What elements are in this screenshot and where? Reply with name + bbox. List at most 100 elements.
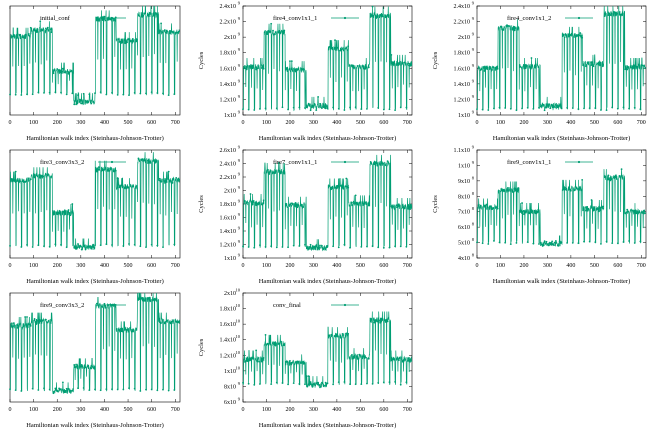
- data-point: [345, 177, 348, 180]
- x-tick-label: 700: [403, 263, 412, 269]
- data-point: [247, 382, 250, 385]
- data-point: [613, 10, 615, 13]
- data-point: [88, 245, 91, 248]
- data-point: [29, 178, 32, 181]
- data-point: [489, 66, 492, 69]
- data-point: [600, 242, 602, 245]
- data-point: [498, 106, 501, 109]
- data-point: [388, 108, 391, 111]
- data-point: [14, 170, 17, 173]
- data-point: [366, 245, 368, 248]
- data-point: [616, 242, 619, 245]
- data-point: [381, 317, 383, 320]
- data-point: [324, 247, 327, 250]
- data-point: [105, 243, 108, 246]
- data-point: [274, 172, 276, 175]
- data-point: [109, 168, 112, 170]
- data-point: [352, 66, 355, 69]
- data-point: [264, 107, 267, 110]
- data-point: [152, 159, 155, 162]
- data-point: [558, 240, 561, 243]
- data-point: [27, 177, 30, 180]
- data-point: [524, 211, 527, 213]
- x-tick-label: 500: [356, 120, 365, 126]
- data-point: [97, 166, 100, 169]
- x-tick-label: 500: [590, 263, 599, 269]
- data-point: [633, 242, 636, 244]
- x-tick-label: 600: [379, 120, 388, 126]
- data-point: [120, 330, 123, 333]
- data-point: [369, 160, 372, 163]
- data-point: [52, 72, 55, 75]
- x-axis-title: Hamiltonian walk index (Steinhaus-Johnso…: [259, 135, 397, 142]
- data-point: [48, 388, 51, 391]
- data-point: [266, 33, 269, 36]
- data-point: [554, 240, 557, 242]
- data-point: [317, 246, 320, 249]
- y-tick-exponent: 9: [238, 78, 241, 83]
- data-point: [579, 187, 582, 190]
- y-tick-exponent: 9: [238, 226, 241, 231]
- y-tick-label: 2.6x10: [220, 148, 237, 154]
- data-point: [481, 108, 484, 111]
- data-point: [20, 94, 23, 96]
- data-point: [566, 106, 569, 109]
- data-point: [60, 91, 62, 94]
- data-point: [118, 329, 121, 331]
- data-point: [500, 25, 503, 28]
- data-point: [628, 240, 630, 242]
- legend-marker: [110, 16, 114, 20]
- data-point: [611, 242, 614, 245]
- y-tick-exponent: 9: [238, 47, 241, 52]
- data-point: [37, 244, 40, 247]
- data-point: [496, 67, 499, 70]
- data-point: [272, 29, 274, 32]
- data-point: [148, 11, 151, 14]
- data-point: [390, 205, 393, 208]
- data-point: [307, 375, 310, 378]
- chart-panel-fire3_conv3x3_2: 0 100 200 300 400 500 600 700 Hamiltonian walk i…: [9, 149, 181, 285]
- data-point: [354, 106, 357, 109]
- data-point: [139, 390, 142, 392]
- data-point: [61, 67, 64, 70]
- y-tick-label: 7x10: [458, 210, 470, 216]
- data-point: [600, 109, 602, 111]
- data-point: [274, 33, 276, 36]
- data-point: [126, 186, 129, 189]
- data-point: [298, 245, 301, 247]
- data-point: [285, 67, 288, 69]
- data-point: [624, 68, 627, 71]
- y-tick-label: 2.2x10: [454, 20, 471, 26]
- data-point: [283, 29, 286, 32]
- data-point: [371, 245, 374, 247]
- data-point: [268, 342, 271, 345]
- data-point: [407, 62, 410, 65]
- data-point: [328, 46, 331, 48]
- x-tick-label: 300: [543, 120, 552, 126]
- data-point: [20, 390, 23, 392]
- y-tick-exponent: 9: [238, 158, 241, 163]
- data-point: [635, 212, 638, 215]
- data-point: [598, 63, 600, 66]
- data-point: [536, 63, 538, 66]
- y-tick-label: 1.2x10: [220, 97, 237, 103]
- data-point: [52, 213, 55, 216]
- data-point: [392, 61, 395, 64]
- data-point: [364, 356, 366, 358]
- data-point: [39, 319, 42, 322]
- data-point: [143, 299, 146, 302]
- x-tick-label: 100: [496, 120, 505, 126]
- x-axis-title: Hamiltonian walk index (Steinhaus-Johnso…: [493, 135, 631, 142]
- data-point: [75, 246, 78, 249]
- data-point: [304, 243, 306, 246]
- data-point: [95, 19, 98, 22]
- data-point: [290, 361, 293, 364]
- data-point: [80, 102, 83, 105]
- data-point: [294, 201, 297, 204]
- x-tick-label: 0: [242, 263, 245, 269]
- data-point: [281, 382, 284, 384]
- data-point: [80, 248, 83, 251]
- data-point: [63, 71, 66, 74]
- data-point: [309, 381, 312, 383]
- data-point: [152, 298, 155, 301]
